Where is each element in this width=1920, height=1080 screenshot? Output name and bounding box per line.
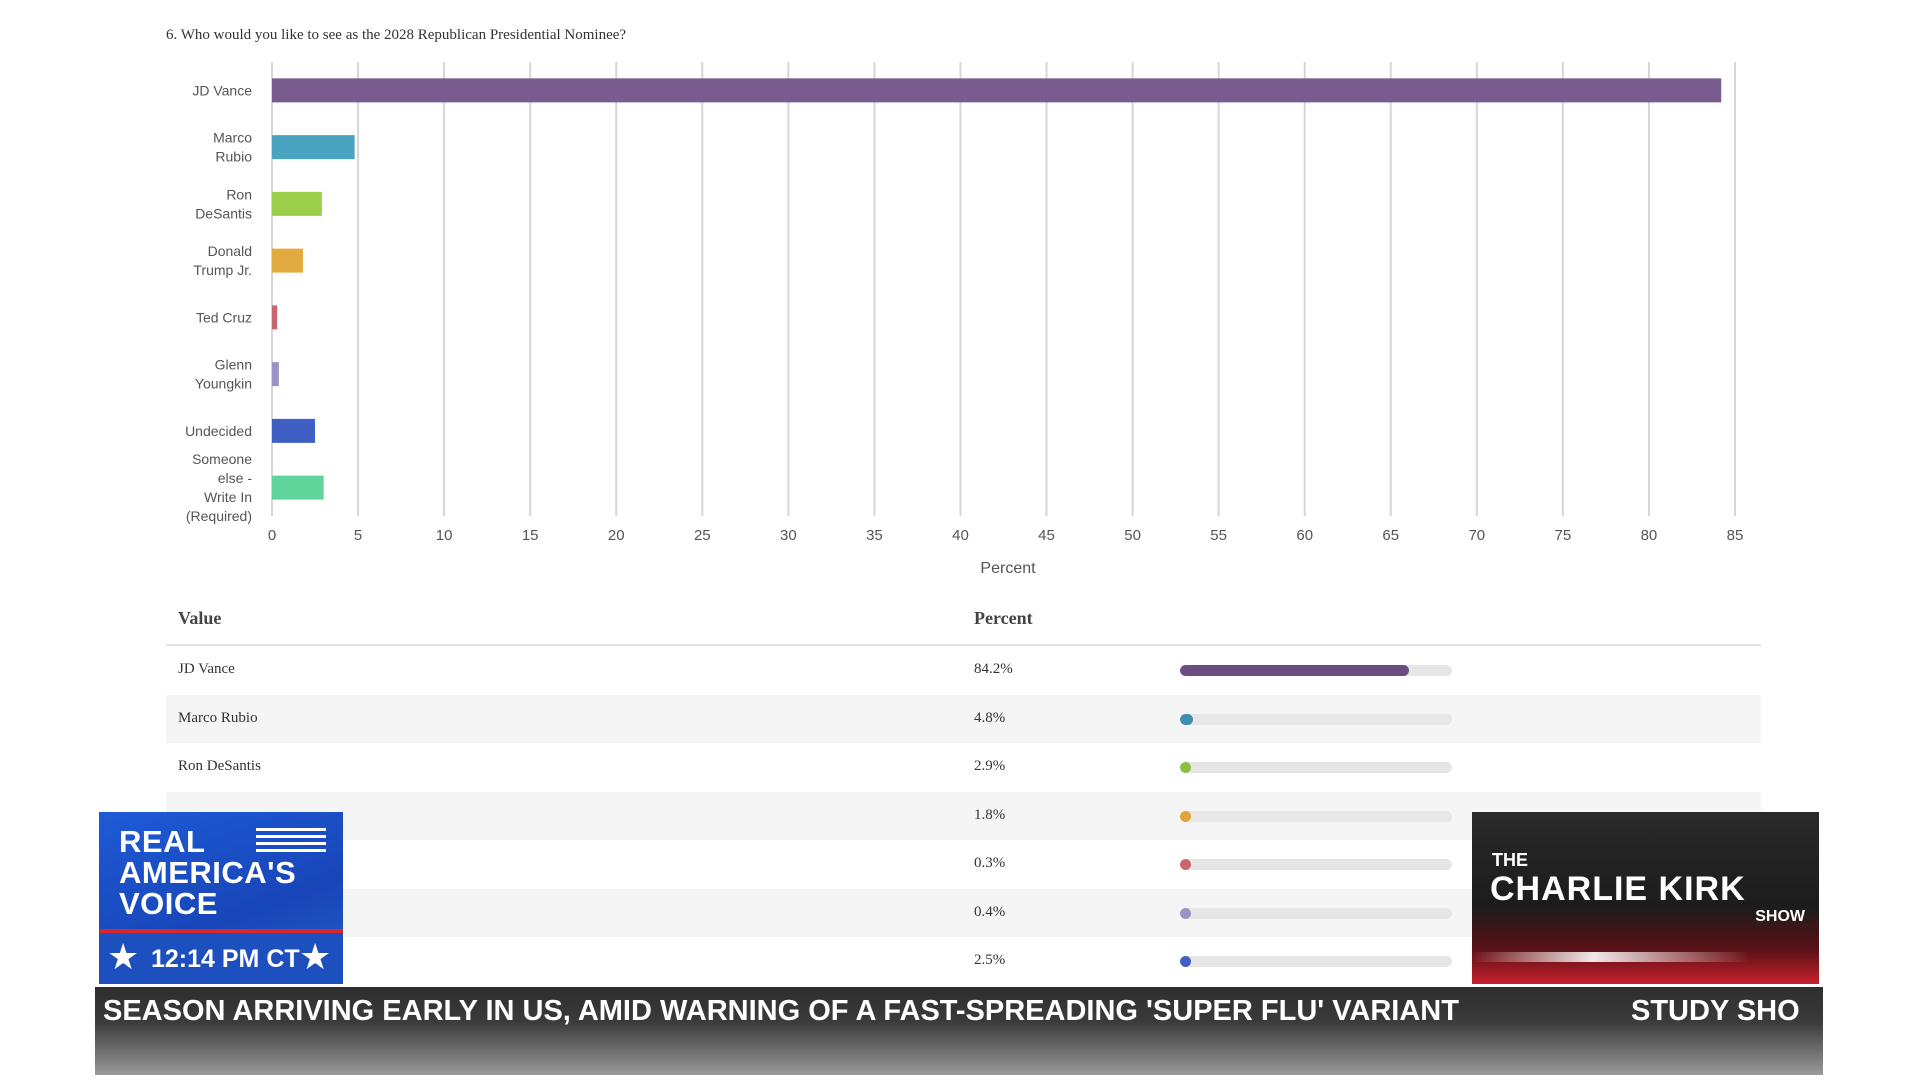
table-row: JD Vance 84.2% [166,646,1761,695]
category-label: Youngkin [195,376,252,392]
chart-x-tick-labels: 0 5 10 15 20 25 30 35 40 45 50 55 60 65 70 75 80 85 [268,527,1744,544]
category-label: else - [218,470,253,486]
bar-chart: JD Vance Marco Rubio Ron DeSantis Donald Trump… [185,62,1744,577]
category-label: (Required) [186,508,252,524]
real-americas-voice-logo: REAL AMERICA'S VOICE ★ 12:14 PM CT ★ [99,812,343,984]
category-label: Undecided [185,423,252,439]
category-label: Marco [213,130,252,146]
table-row: Ron DeSantis 2.9% [166,743,1761,792]
bar [272,248,303,273]
bar [272,191,322,216]
category-label: Glenn [215,357,252,373]
category-label: JD Vance [192,82,252,98]
percent-bar-track [1180,665,1452,676]
x-tick-label: 70 [1468,527,1485,544]
percent-bar-fill [1180,907,1191,919]
row-percent: 1.8% [974,806,1006,823]
category-label: Ted Cruz [196,309,252,325]
x-tick-label: 55 [1210,527,1227,544]
percent-bar-fill [1180,713,1194,725]
x-tick-label: 50 [1124,527,1141,544]
flag-stripes-icon [256,828,326,854]
row-percent: 0.4% [974,903,1006,920]
category-label: DeSantis [195,205,252,221]
bar [272,475,324,500]
clock-bar: ★ 12:14 PM CT ★ [99,933,343,984]
category-label: Someone [192,451,252,467]
percent-bar-track [1180,907,1452,919]
bar [272,135,355,160]
percent-bar-fill [1180,762,1191,773]
x-tick-label: 15 [522,527,539,544]
x-tick-label: 60 [1296,527,1313,544]
chart-bars [272,78,1722,500]
percent-bar-track [1180,859,1452,870]
network-brand-text: REAL AMERICA'S VOICE [119,824,297,921]
bar [272,418,316,443]
row-value-name: Marco Rubio [178,709,258,726]
x-tick-label: 40 [952,527,969,544]
row-percent: 2.5% [974,952,1006,968]
chart-gridlines [271,62,1736,516]
row-value-name: Ron DeSantis [178,758,261,774]
chart-category-labels: JD Vance Marco Rubio Ron DeSantis Donald Trump… [185,82,252,524]
percent-bar-fill [1180,956,1191,967]
bar [272,78,1722,103]
percent-bar-fill [1180,859,1191,870]
x-tick-label: 85 [1727,527,1744,544]
table-row: 2.5% [166,937,1761,986]
row-percent: 2.9% [974,758,1006,774]
percent-bar-track [1180,810,1452,822]
x-tick-label: 45 [1038,527,1055,544]
value-column-header: Value [178,608,222,628]
charlie-kirk-show-logo: THE CHARLIE KIRK SHOW [1472,812,1819,984]
row-percent: 4.8% [974,709,1006,726]
show-logo-show: SHOW [1755,908,1805,925]
category-label: Donald [208,243,252,259]
x-tick-label: 25 [694,527,711,544]
ticker-headline: SEASON ARRIVING EARLY IN US, AMID WARNIN… [103,995,1459,1027]
clock-time: 12:14 PM CT [151,945,300,973]
percent-bar-fill [1180,665,1410,676]
percent-bar-track [1180,762,1452,773]
ticker-headline-next: STUDY SHO [1631,995,1800,1027]
percent-bar-track [1180,713,1452,725]
category-label: Write In [204,489,252,505]
category-label: Trump Jr. [193,262,252,278]
percent-bar-track [1180,956,1452,967]
category-label: Ron [226,186,252,202]
logo-divider [99,929,343,933]
x-tick-label: 20 [608,527,625,544]
logo-glow [1472,952,1819,962]
percent-column-header: Percent [974,608,1033,628]
row-percent: 0.3% [974,855,1006,871]
x-tick-label: 80 [1641,527,1658,544]
table-row: Marco Rubio 4.8% [166,694,1761,743]
news-ticker: SEASON ARRIVING EARLY IN US, AMID WARNIN… [95,987,1823,1075]
x-tick-label: 5 [354,527,362,544]
chart-question-title: 6. Who would you like to see as the 2028… [166,27,627,43]
x-axis-label: Percent [980,560,1036,577]
x-tick-label: 75 [1555,527,1572,544]
percent-bar-fill [1180,810,1191,822]
x-tick-label: 35 [866,527,883,544]
star-icon: ★ [299,936,332,977]
show-logo-name: CHARLIE KIRK [1490,870,1746,908]
x-tick-label: 65 [1382,527,1399,544]
show-logo-the: THE [1492,850,1528,870]
x-tick-label: 10 [436,527,453,544]
x-tick-label: 0 [268,527,276,544]
x-tick-label: 30 [780,527,797,544]
table-header: Value Percent [166,598,1761,646]
bar [272,305,278,330]
row-value-name: JD Vance [178,661,235,677]
bar [272,362,279,387]
star-icon: ★ [107,936,140,977]
category-label: Rubio [215,149,252,165]
table-row: 0.3% [166,840,1761,889]
row-percent: 84.2% [974,661,1013,677]
